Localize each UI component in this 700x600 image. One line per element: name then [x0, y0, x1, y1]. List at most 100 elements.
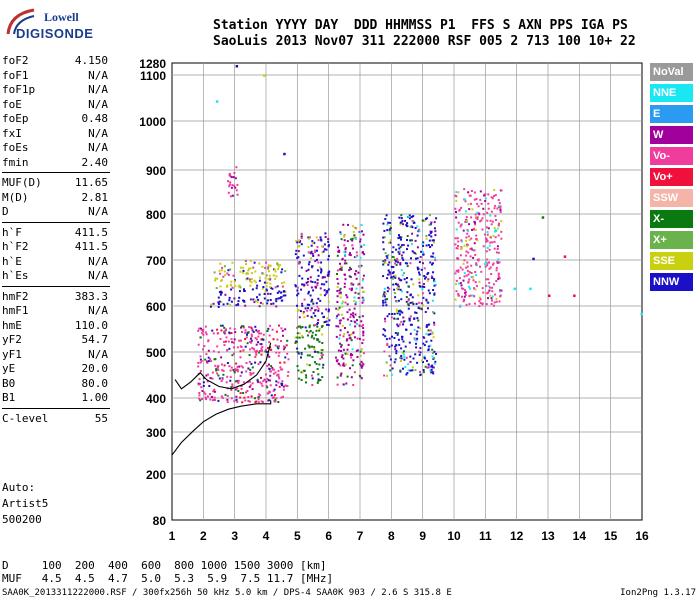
echo-point [495, 251, 498, 254]
echo-point [215, 367, 218, 370]
echo-point [281, 329, 284, 332]
echo-point [267, 391, 270, 394]
echo-point [249, 280, 252, 283]
echo-point [470, 247, 473, 250]
echo-point [300, 326, 302, 329]
echo-point [490, 223, 493, 226]
param-label: foF2 [2, 54, 29, 67]
echo-point [403, 350, 406, 353]
echo-point [359, 238, 362, 241]
echo-point [209, 358, 212, 361]
echo-point [490, 297, 493, 300]
echo-point [387, 273, 390, 276]
echo-point [471, 208, 474, 211]
echo-point [328, 308, 330, 311]
echo-point [362, 290, 365, 293]
echo-point [319, 236, 322, 239]
echo-point [266, 299, 269, 302]
echo-point [258, 293, 261, 296]
echo-point [349, 266, 351, 269]
echo-point [323, 321, 326, 323]
echo-point [357, 292, 360, 295]
echo-point [324, 236, 327, 238]
echo-point [418, 281, 421, 284]
echo-point [389, 358, 392, 361]
echo-point [229, 181, 232, 184]
echo-point [488, 289, 491, 292]
echo-point [349, 238, 352, 241]
echo-point [342, 383, 345, 386]
echo-point [385, 214, 388, 217]
echo-point [355, 349, 358, 352]
echo-point [398, 250, 401, 253]
echo-point [250, 333, 253, 336]
echo-point [466, 265, 469, 268]
param-label: C-level [2, 411, 49, 425]
echo-point [462, 229, 465, 232]
echo-point [345, 363, 348, 366]
echo-point [352, 247, 354, 250]
echo-point [284, 356, 287, 359]
echo-point [202, 348, 204, 351]
param-separator [2, 285, 110, 287]
echo-point [251, 382, 254, 385]
echo-point [221, 324, 224, 327]
echo-point [389, 232, 392, 235]
echo-point [337, 308, 340, 311]
echo-point [426, 273, 429, 276]
echo-point [335, 325, 338, 328]
echo-point [468, 194, 471, 197]
echo-point [345, 339, 348, 342]
echo-point [198, 392, 201, 394]
echo-point [409, 262, 412, 265]
echo-point [433, 284, 436, 287]
echo-point [246, 333, 248, 336]
echo-point [350, 268, 352, 271]
echo-point [272, 338, 275, 341]
echo-point [349, 316, 352, 319]
echo-point [236, 183, 239, 186]
echo-point [350, 333, 353, 336]
echo-point [497, 224, 500, 227]
echo-point [393, 258, 396, 261]
echo-point [230, 386, 233, 389]
echo-point [430, 339, 433, 342]
echo-point [236, 387, 239, 390]
echo-point [455, 247, 458, 250]
echo-point [325, 320, 328, 323]
echo-point [265, 261, 268, 264]
echo-point [223, 364, 226, 367]
echo-point [317, 373, 320, 376]
echo-point [422, 292, 425, 295]
echo-point [304, 307, 307, 310]
echo-point [268, 355, 271, 358]
echo-point [356, 349, 359, 352]
echo-point [230, 332, 233, 334]
echo-point [471, 249, 474, 252]
echo-point [407, 285, 410, 288]
echo-point [489, 294, 492, 297]
echo-point [476, 218, 479, 221]
echo-point [255, 353, 258, 356]
echo-point [267, 267, 269, 270]
echo-point [360, 320, 363, 323]
legend-item: NoVal [650, 63, 693, 81]
echo-point [233, 338, 236, 341]
echo-point [428, 239, 431, 242]
echo-point [314, 361, 316, 364]
echo-point [355, 251, 358, 254]
echo-point [215, 100, 219, 103]
echo-point [226, 362, 229, 364]
echo-point [472, 279, 475, 282]
echo-point [276, 263, 279, 266]
echo-point [362, 324, 364, 327]
echo-point [483, 263, 486, 265]
echo-point [204, 396, 207, 399]
echo-point [398, 247, 401, 250]
param-value: 411.5 [74, 240, 108, 253]
echo-point [322, 250, 325, 253]
echo-point [309, 252, 312, 255]
echo-point [397, 286, 400, 289]
echo-point [499, 205, 502, 208]
echo-point [409, 332, 412, 335]
